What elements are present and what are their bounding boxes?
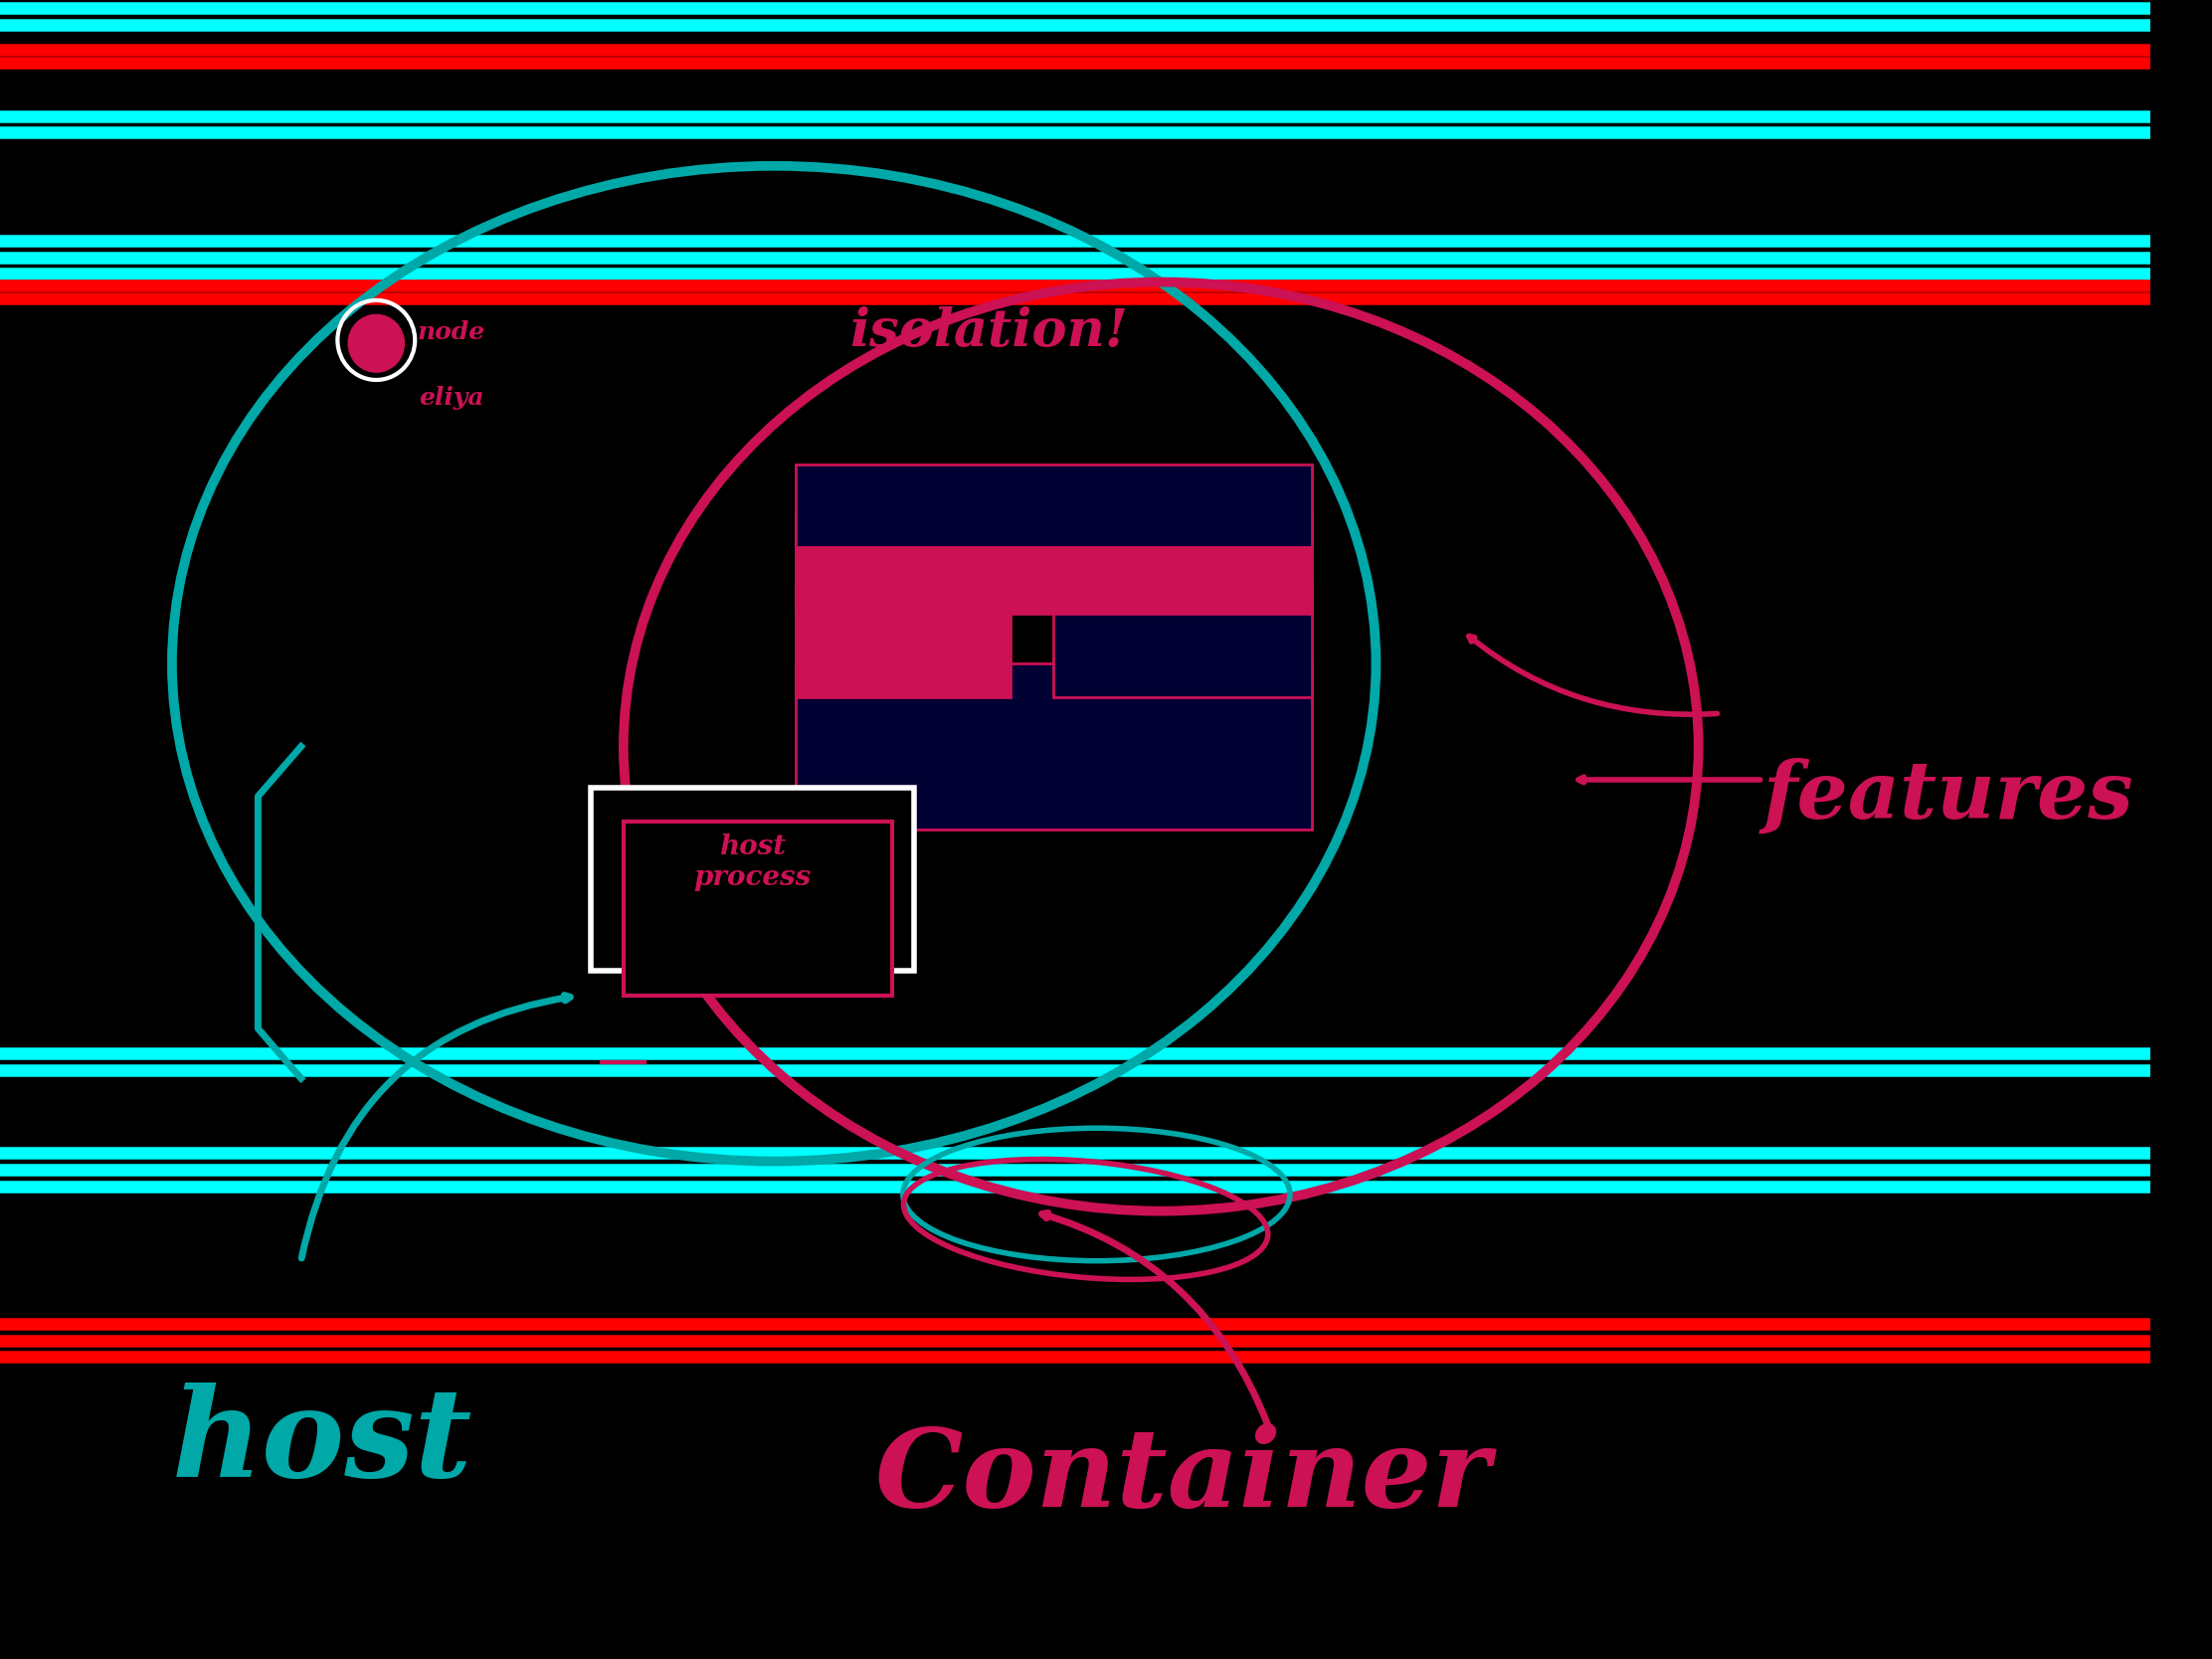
Bar [1053, 581, 1312, 697]
Bar [796, 514, 1312, 614]
Bar [796, 581, 1011, 697]
Bar [796, 664, 1312, 830]
Circle shape [347, 315, 405, 372]
Text: node: node [418, 320, 484, 343]
Bar [591, 788, 914, 971]
Text: isolation!: isolation! [849, 307, 1128, 357]
Text: host: host [173, 1384, 473, 1503]
Text: eliya: eliya [418, 387, 484, 410]
Text: Container: Container [874, 1423, 1491, 1530]
Bar [796, 465, 1312, 547]
Bar [624, 821, 891, 995]
Text: features: features [1763, 758, 2135, 834]
Text: host
process: host process [695, 834, 812, 891]
